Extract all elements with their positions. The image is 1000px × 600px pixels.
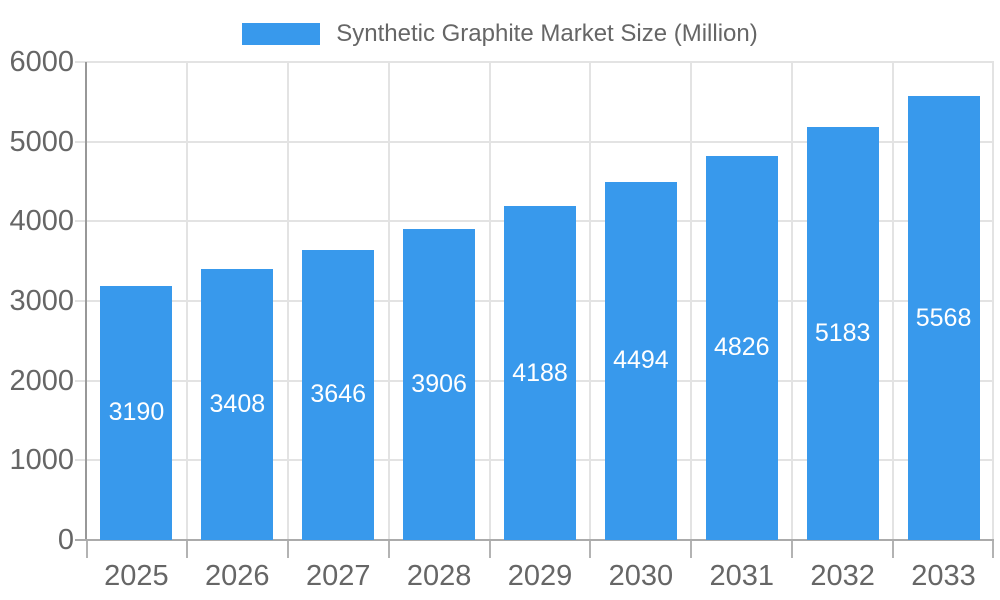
bar-value-label: 3190 [108,398,165,427]
x-tick [387,540,390,558]
legend-item[interactable]: Synthetic Graphite Market Size (Million) [0,20,1000,48]
bar[interactable]: 5183 [806,127,879,540]
x-tick [992,540,994,558]
bar[interactable]: 3190 [100,285,173,540]
x-gridline [286,62,289,540]
y-gridline [75,140,994,143]
x-category-label: 2025 [104,560,169,592]
x-category-label: 2029 [507,560,573,592]
x-tick [286,540,289,558]
bar[interactable]: 4826 [705,155,778,540]
bar[interactable]: 5568 [907,96,980,540]
plot-area: 0 1000 2000 3000 4000 5000 6000 3190 2025 3408 202… [9,47,994,592]
legend-label: Synthetic Graphite Market Size (Million) [336,20,758,47]
bar[interactable]: 4188 [504,206,576,540]
bar-value-label: 5568 [915,303,972,332]
legend-swatch [242,23,321,45]
x-tick [690,540,693,558]
bar-value-label: 3646 [310,380,367,409]
x-category-label: 2032 [810,560,875,592]
y-tick-label: 2000 [9,364,74,397]
x-gridline [387,62,390,540]
y-tick-label: 1000 [9,444,74,477]
bar[interactable]: 4494 [604,181,677,540]
bar-value-label: 3906 [411,369,467,398]
bar[interactable]: 3408 [201,268,274,540]
x-tick [589,540,592,558]
x-category-label: 2031 [709,560,775,592]
x-tick [488,540,491,558]
x-tick [791,540,794,558]
x-category-label: 2028 [406,560,472,592]
bar-value-label: 3408 [209,389,266,418]
bar-value-label: 4826 [713,333,770,362]
x-gridline [892,62,895,540]
bar-value-label: 4188 [512,358,568,387]
y-tick-label: 6000 [9,46,74,78]
x-tick [185,540,188,558]
x-gridline [690,62,693,540]
y-gridline [75,61,994,63]
y-tick-label: 4000 [9,205,74,238]
bar-value-label: 5183 [814,319,871,348]
x-tick [892,540,895,558]
x-gridline [589,62,592,540]
x-gridline [185,62,188,540]
bar[interactable]: 3906 [403,228,476,540]
y-tick-label: 3000 [9,285,74,317]
x-gridline [488,62,491,540]
x-axis-line [75,539,994,541]
y-axis-line [85,62,87,540]
x-gridline [791,62,794,540]
y-tick-label: 5000 [9,125,74,158]
bar[interactable]: 3646 [302,249,375,540]
x-category-label: 2027 [305,560,371,592]
x-category-label: 2030 [608,560,674,592]
y-tick-label: 0 [57,524,74,556]
x-gridline [992,62,994,540]
bar-value-label: 4494 [613,346,669,375]
x-category-label: 2033 [911,560,976,592]
x-category-label: 2026 [205,560,270,592]
x-tick [86,540,88,558]
